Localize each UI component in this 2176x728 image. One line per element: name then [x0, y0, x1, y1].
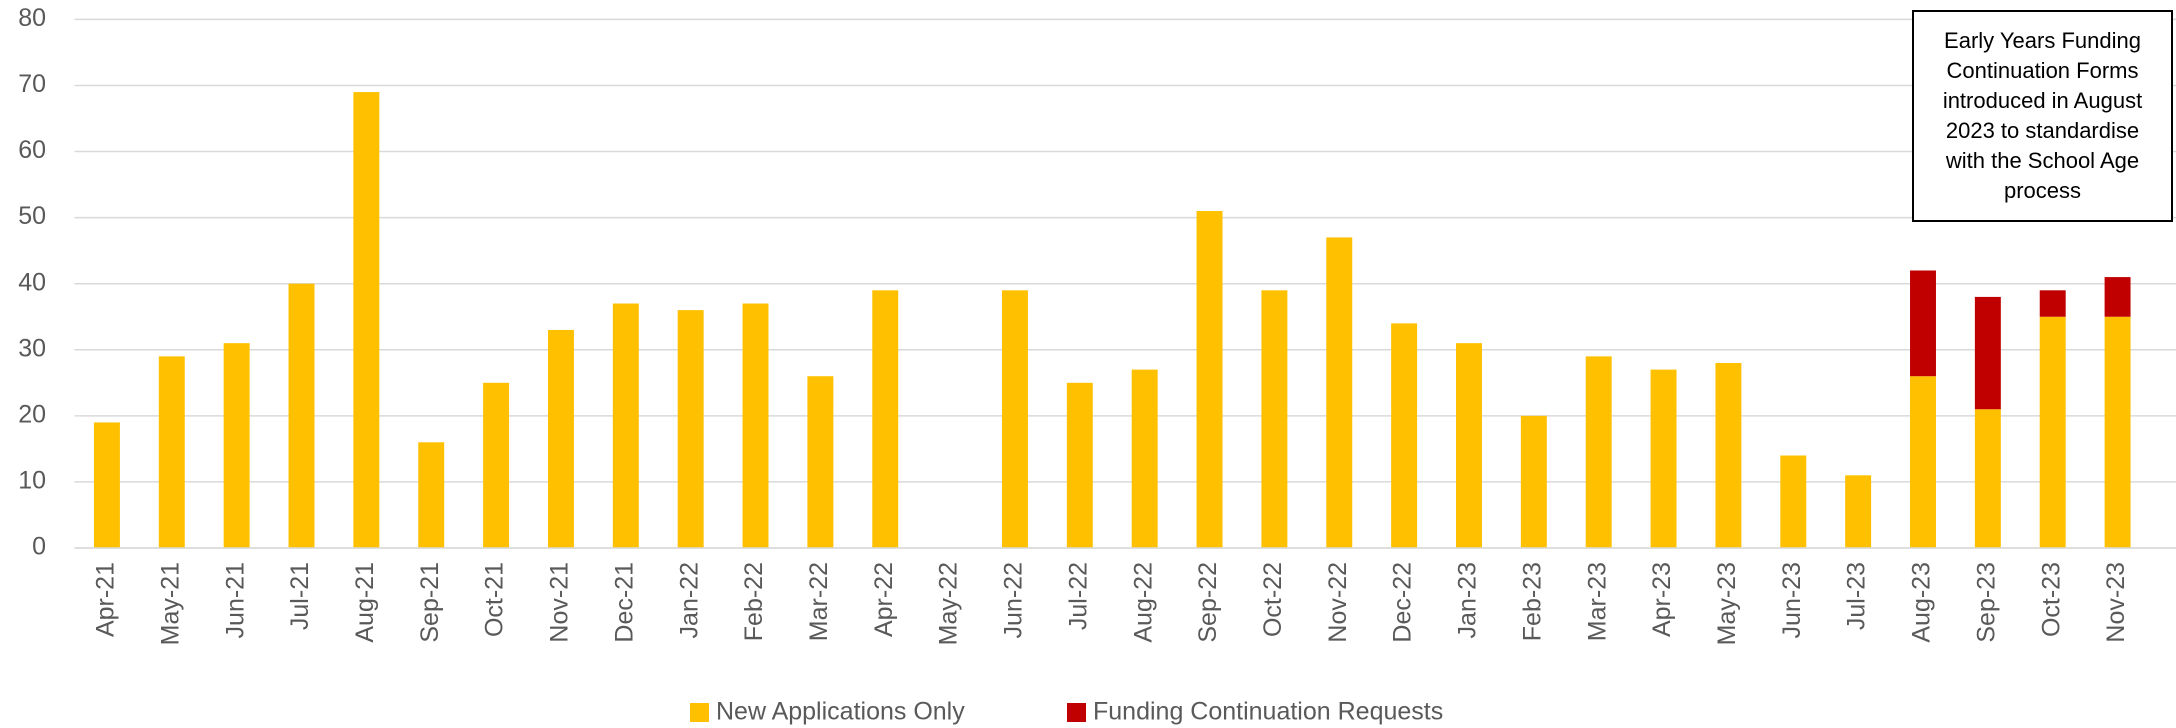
- bar: [418, 442, 445, 548]
- x-tick-label: Jan-23: [1454, 562, 1482, 638]
- bar: [288, 283, 315, 548]
- bar: [1910, 376, 1936, 548]
- bar: [2104, 316, 2131, 548]
- x-tick-label: Apr-23: [1648, 562, 1676, 637]
- bar: [223, 343, 250, 548]
- y-tick-label: 10: [18, 467, 46, 495]
- legend-swatch: [690, 703, 709, 722]
- x-tick-label: Oct-23: [2037, 562, 2065, 637]
- x-tick-label: Jan-22: [675, 562, 703, 638]
- y-tick-label: 60: [18, 136, 46, 164]
- bar: [547, 329, 574, 548]
- y-tick-label: 80: [18, 4, 46, 32]
- x-tick-label: May-22: [935, 562, 963, 645]
- bar: [1520, 415, 1547, 548]
- bar: [742, 303, 769, 548]
- y-tick-label: 40: [18, 268, 46, 296]
- bar: [1261, 290, 1288, 548]
- y-tick-label: 20: [18, 400, 46, 428]
- x-tick-label: Sep-22: [1194, 562, 1222, 643]
- bar: [1650, 369, 1677, 548]
- x-tick-label: Oct-22: [1259, 562, 1287, 637]
- bar: [353, 92, 380, 549]
- bar: [2104, 277, 2131, 317]
- bar: [872, 290, 899, 548]
- x-tick-label: Dec-22: [1389, 562, 1417, 643]
- bar: [1974, 409, 2001, 548]
- x-tick-label: Sep-23: [1972, 562, 2000, 643]
- bar: [1326, 237, 1353, 548]
- bar: [1845, 475, 1872, 548]
- x-tick-label: Apr-22: [870, 562, 898, 637]
- x-tick-label: Apr-21: [92, 562, 120, 637]
- bar: [1780, 455, 1807, 548]
- x-tick-label: Jul-22: [1064, 562, 1092, 630]
- bar: [1131, 369, 1158, 548]
- bar: [93, 422, 120, 548]
- bar: [1196, 211, 1223, 548]
- bar: [1001, 290, 1028, 548]
- bar: [483, 382, 510, 548]
- bar: [807, 376, 834, 548]
- bar: [677, 310, 704, 548]
- x-tick-label: Jun-22: [1000, 562, 1028, 638]
- x-tick-label: Nov-22: [1324, 562, 1352, 643]
- y-tick-label: 0: [32, 533, 46, 561]
- x-tick-label: Aug-22: [1129, 562, 1157, 643]
- bar: [158, 356, 185, 548]
- x-tick-label: Jun-21: [221, 562, 249, 638]
- bar: [1585, 356, 1612, 548]
- y-tick-label: 50: [18, 202, 46, 230]
- bar: [1715, 362, 1742, 548]
- bar: [1391, 323, 1418, 548]
- x-tick-label: Feb-22: [740, 562, 768, 641]
- x-tick-label: Nov-23: [2102, 562, 2130, 643]
- legend-label: Funding Continuation Requests: [1093, 698, 1443, 726]
- y-tick-label: 30: [18, 334, 46, 362]
- x-tick-label: Aug-21: [351, 562, 379, 643]
- bar: [1456, 343, 1482, 548]
- x-tick-label: Nov-21: [546, 562, 574, 643]
- bar: [2039, 290, 2066, 317]
- y-tick-label: 70: [18, 70, 46, 98]
- x-tick-label: May-21: [156, 562, 184, 645]
- x-tick-label: Jul-21: [286, 562, 314, 630]
- x-tick-label: Sep-21: [416, 562, 444, 643]
- bar: [1974, 296, 2001, 410]
- x-tick-label: Jun-23: [1778, 562, 1806, 638]
- x-tick-label: Aug-23: [1908, 562, 1936, 643]
- x-tick-label: Jul-23: [1843, 562, 1871, 630]
- x-tick-label: Mar-23: [1583, 562, 1611, 641]
- x-tick-label: Mar-22: [805, 562, 833, 641]
- bar: [1910, 270, 1936, 377]
- legend-label: New Applications Only: [716, 698, 965, 726]
- bar: [612, 303, 639, 548]
- bar: [1066, 382, 1093, 548]
- bar: [2039, 316, 2066, 548]
- legend-swatch: [1067, 703, 1086, 722]
- x-tick-label: May-23: [1713, 562, 1741, 645]
- x-tick-label: Oct-21: [481, 562, 509, 637]
- x-tick-label: Feb-23: [1518, 562, 1546, 641]
- annotation: Early Years Funding Continuation Forms i…: [1912, 10, 2173, 222]
- x-tick-label: Dec-21: [610, 562, 638, 643]
